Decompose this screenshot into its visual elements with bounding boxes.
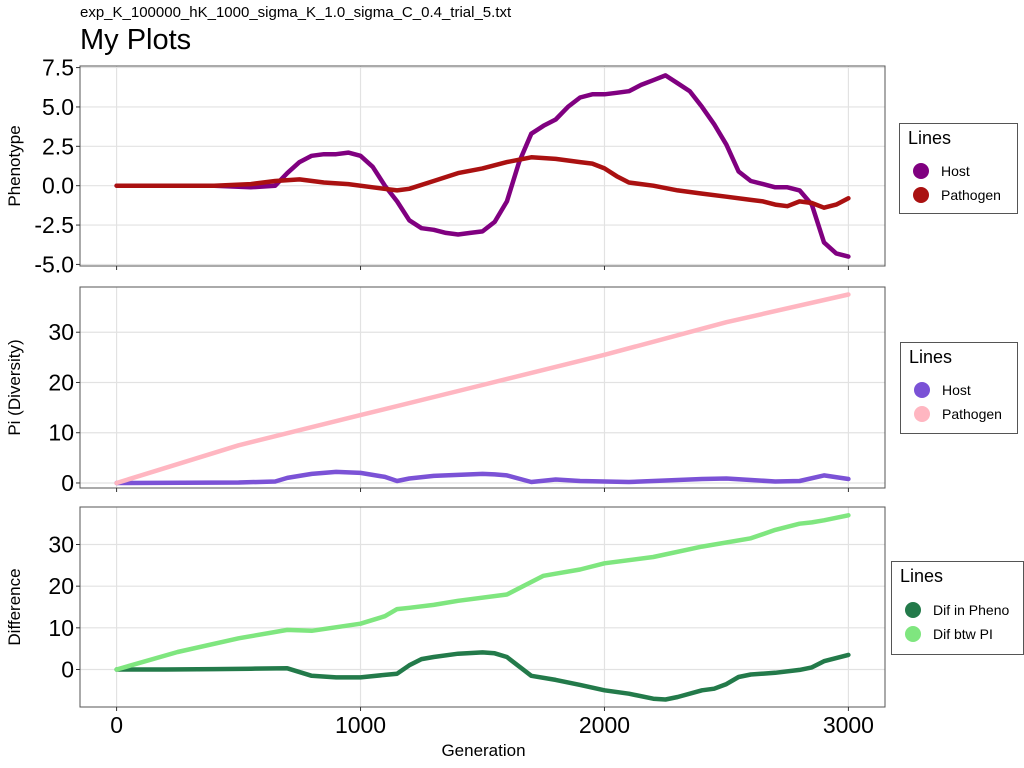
y-axis-label: Pi (Diversity): [5, 339, 24, 435]
legend-title: Lines: [909, 347, 953, 367]
y-tick-label: 0.0: [42, 173, 74, 199]
legend-label: Pathogen: [941, 187, 1001, 203]
legend-phenotype: Lines Host Pathogen: [899, 123, 1018, 214]
series-line-host: [114, 73, 851, 259]
y-tick-label: 5.0: [42, 94, 74, 120]
plot-title: My Plots: [80, 24, 192, 56]
x-tick-label: 3000: [823, 712, 874, 738]
y-tick-label: 0: [61, 470, 74, 496]
y-axis-label: Difference: [5, 568, 24, 645]
legend-item-dif-btw-pi: Dif btw PI: [900, 624, 993, 644]
legend-label: Host: [941, 163, 970, 179]
series-line-dif-in-pheno: [114, 650, 851, 702]
y-tick-label: 2.5: [42, 133, 74, 159]
legend-label: Pathogen: [942, 406, 1002, 422]
y-tick-label: 20: [48, 369, 74, 395]
legend-item-dif-in-pheno: Dif in Pheno: [900, 600, 1009, 620]
series-line-dif-btw-pi: [114, 513, 851, 672]
y-tick-label: 7.5: [42, 55, 74, 81]
panel-border: [79, 286, 886, 489]
y-tick-label: -2.5: [34, 212, 74, 238]
legend-marker: [905, 602, 921, 618]
legend-item-host: Host: [908, 161, 970, 181]
panel-border: [79, 65, 886, 267]
series-line-pathogen: [114, 292, 851, 486]
legend-marker: [905, 626, 921, 642]
legend-difference: Lines Dif in Pheno Dif btw PI: [891, 561, 1024, 655]
x-tick-label: 2000: [579, 712, 630, 738]
legend-item-pathogen: Pathogen: [908, 185, 1001, 205]
x-tick-label: 0: [110, 712, 123, 738]
legend-label: Dif btw PI: [933, 626, 993, 642]
series-line-host: [114, 469, 851, 486]
panel-border: [79, 506, 886, 708]
plot-subtitle: exp_K_100000_hK_1000_sigma_K_1.0_sigma_C…: [80, 4, 512, 21]
legend-marker: [913, 163, 929, 179]
legend-title: Lines: [900, 566, 944, 586]
legend-marker: [914, 382, 930, 398]
y-axis-label: Phenotype: [5, 125, 24, 206]
legend-item-pathogen: Pathogen: [909, 404, 1002, 424]
x-axis-label: Generation: [441, 741, 525, 760]
legend-item-host: Host: [909, 380, 971, 400]
legend-label: Dif in Pheno: [933, 602, 1010, 618]
legend-marker: [914, 406, 930, 422]
legend-label: Host: [942, 382, 971, 398]
legend-title: Lines: [908, 128, 952, 148]
series-line-pathogen: [114, 155, 851, 210]
y-tick-label: 30: [48, 319, 74, 345]
y-tick-label: 30: [48, 532, 74, 558]
y-tick-label: -5.0: [34, 251, 74, 277]
legend-marker: [913, 187, 929, 203]
y-tick-label: 10: [48, 420, 74, 446]
y-tick-label: 0: [61, 657, 74, 683]
y-tick-label: 20: [48, 573, 74, 599]
y-tick-label: 10: [48, 615, 74, 641]
x-tick-label: 1000: [335, 712, 386, 738]
legend-diversity: Lines Host Pathogen: [900, 342, 1018, 434]
